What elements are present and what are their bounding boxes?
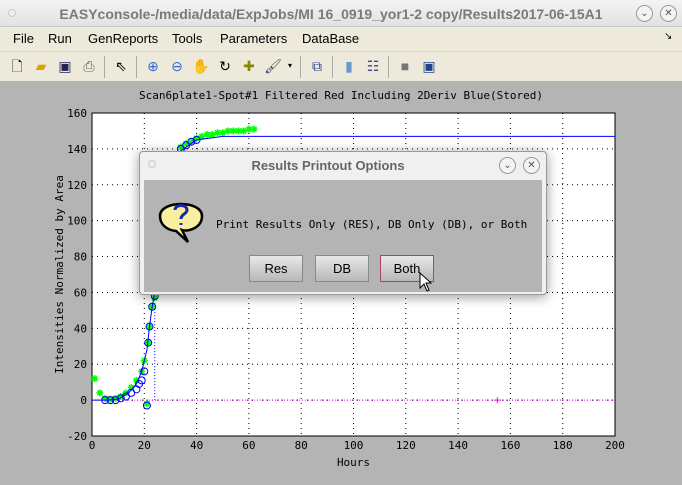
fit-line [92, 135, 615, 401]
y-tick-label: 140 [67, 143, 87, 156]
data-point-asterisk [193, 134, 201, 142]
save-icon[interactable]: ▣ [58, 58, 72, 74]
data-point-asterisk [151, 294, 159, 302]
data-point-asterisk [234, 127, 242, 135]
data-point-circle [116, 394, 125, 403]
close-button[interactable]: ✕ [660, 5, 677, 22]
y-tick-label: 40 [74, 322, 87, 335]
brush-icon[interactable]: 🖌 [264, 58, 282, 74]
x-tick-label: 200 [605, 439, 625, 452]
x-tick-label: 0 [89, 439, 96, 452]
x-tick-label: 140 [448, 439, 468, 452]
y-tick-label: 80 [74, 251, 87, 264]
data-point-asterisk [182, 140, 190, 148]
minimize-button[interactable]: ⌄ [636, 5, 653, 22]
x-tick-label: 180 [553, 439, 573, 452]
y-tick-label: 20 [74, 358, 87, 371]
plot-title: Scan6plate1-Spot#1 Filtered Red Includin… [139, 89, 543, 102]
window-titlebar: EASYconsole-/media/data/ExpJobs/MI 16_09… [0, 0, 682, 27]
show-plot-icon[interactable]: ▣ [422, 58, 436, 74]
data-point-asterisk [117, 393, 125, 401]
new-file-icon[interactable]: 🗋 [11, 58, 23, 74]
dialog-menu-dot[interactable] [148, 160, 156, 168]
data-point-circle [140, 367, 149, 376]
zoom-out-icon[interactable]: ⊖ [171, 58, 183, 74]
data-point-asterisk [177, 143, 185, 151]
menu-database[interactable]: DataBase [302, 31, 360, 46]
data-point-asterisk [245, 125, 253, 133]
x-tick-label: 100 [344, 439, 364, 452]
x-tick-label: 60 [242, 439, 255, 452]
data-point-asterisk [143, 400, 151, 408]
data-point-asterisk [198, 132, 206, 140]
data-point-asterisk [106, 395, 114, 403]
y-tick-label: -20 [67, 430, 87, 443]
data-point-asterisk [187, 138, 195, 146]
hide-plot-icon[interactable]: ■ [400, 58, 410, 74]
x-tick-label: 20 [138, 439, 151, 452]
data-point-asterisk [144, 339, 152, 347]
question-icon [158, 202, 204, 243]
db-button[interactable]: DB [315, 255, 369, 282]
colorbar-icon[interactable]: ▮ [345, 58, 353, 74]
dialog-message: Print Results Only (RES), DB Only (DB), … [216, 218, 528, 231]
data-point-asterisk [208, 131, 216, 139]
window-title: EASYconsole-/media/data/ExpJobs/MI 16_09… [59, 6, 603, 22]
data-point-circle [187, 137, 196, 146]
menu-file[interactable]: File [13, 31, 34, 46]
results-printout-dialog: Results Printout Options ⌄ ✕ Print Resul… [139, 151, 547, 295]
link-icon[interactable]: ⧉ [312, 58, 322, 74]
dialog-title: Results Printout Options [251, 158, 405, 173]
data-point-asterisk [132, 376, 140, 384]
data-point-asterisk [224, 127, 232, 135]
x-axis-label: Hours [337, 456, 370, 469]
menu-run[interactable]: Run [48, 31, 72, 46]
data-cursor-icon[interactable]: ✚ [243, 58, 255, 74]
data-point-asterisk [91, 375, 99, 383]
toolbar: 🗋 ▰ ▣ ⎙ ⇖ ⊕ ⊖ ✋ ↻ ✚ 🖌 ▾ ⧉ ▮ ☷ ■ ▣ [0, 51, 682, 81]
dialog-minimize-button[interactable]: ⌄ [499, 157, 516, 174]
x-tick-label: 160 [500, 439, 520, 452]
y-tick-label: 100 [67, 215, 87, 228]
pointer-icon[interactable]: ⇖ [115, 58, 127, 74]
open-folder-icon[interactable]: ▰ [35, 58, 47, 74]
dialog-close-button[interactable]: ✕ [523, 157, 540, 174]
data-point-asterisk [229, 127, 237, 135]
data-point-asterisk [127, 384, 135, 392]
legend-icon[interactable]: ☷ [366, 58, 380, 74]
data-point-asterisk [101, 394, 109, 402]
data-point-asterisk [112, 394, 120, 402]
zoom-in-icon[interactable]: ⊕ [147, 58, 159, 74]
y-tick-label: 60 [74, 286, 87, 299]
menu-tools[interactable]: Tools [172, 31, 203, 46]
data-point-asterisk [240, 127, 248, 135]
x-tick-label: 80 [295, 439, 308, 452]
rotate-icon[interactable]: ↻ [219, 58, 231, 74]
data-point-asterisk [250, 125, 258, 133]
print-icon[interactable]: ⎙ [83, 58, 95, 74]
magenta-marker [494, 397, 501, 404]
data-point-asterisk [214, 129, 222, 137]
menu-genreports[interactable]: GenReports [88, 31, 159, 46]
pan-hand-icon[interactable]: ✋ [192, 58, 210, 74]
data-point-asterisk [203, 131, 211, 139]
x-tick-label: 120 [396, 439, 416, 452]
dialog-body: Print Results Only (RES), DB Only (DB), … [144, 180, 542, 292]
brush-dropdown-icon[interactable]: ▾ [287, 61, 292, 70]
data-point-asterisk [219, 129, 227, 137]
y-tick-label: 120 [67, 179, 87, 192]
y-tick-label: 0 [80, 394, 87, 407]
dock-arrow-icon[interactable]: ↘ [664, 31, 673, 42]
x-tick-label: 40 [190, 439, 203, 452]
res-button[interactable]: Res [249, 255, 303, 282]
y-axis-label: Intensities Normalized by Area [53, 175, 66, 374]
data-point-asterisk [96, 389, 104, 397]
mouse-cursor-icon [419, 272, 433, 292]
menu-parameters[interactable]: Parameters [220, 31, 288, 46]
y-tick-label: 160 [67, 107, 87, 120]
menubar: File Run GenReports Tools Parameters Dat… [0, 27, 682, 51]
data-point-circle [142, 401, 151, 410]
window-menu-dot[interactable] [8, 9, 16, 17]
